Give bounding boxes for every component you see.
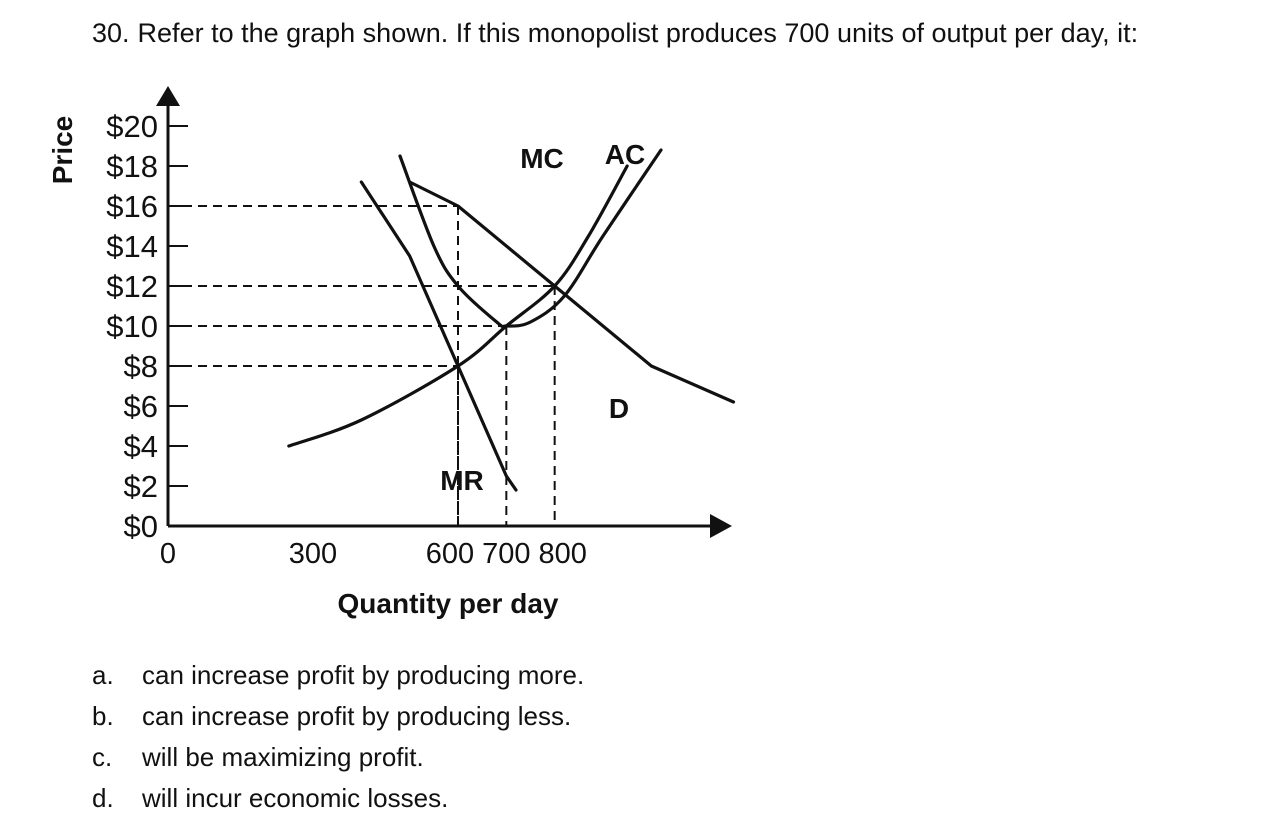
series-label-ac: AC (605, 139, 645, 170)
series-label-mc: MC (520, 143, 564, 174)
y-tick-label: $0 (124, 509, 158, 544)
choice-letter: d. (92, 783, 114, 813)
choice-text: will be maximizing profit. (142, 742, 424, 772)
y-tick-label: $14 (106, 229, 158, 264)
y-tick-label: $4 (124, 429, 158, 464)
question-text: 30. Refer to the graph shown. If this mon… (92, 18, 1138, 49)
y-tick-label: $8 (124, 349, 158, 384)
choice-text: can increase profit by producing less. (142, 701, 572, 731)
series-ac-curve (398, 148, 663, 329)
y-tick-label: $2 (124, 469, 158, 504)
y-tick-label: $20 (106, 109, 158, 144)
y-tick-label: $18 (106, 149, 158, 184)
choice-text: will incur economic losses. (142, 783, 449, 813)
question-body: Refer to the graph shown. If this monopo… (137, 18, 1139, 48)
series-mc-curve (287, 164, 629, 448)
x-tick-label: 300 (289, 538, 337, 570)
x-tick-label: 800 (538, 538, 586, 570)
monopoly-chart: $0 $2 $4 $6 $8 $10 $12 $14 $16 $18 $20 0 300 600 700 80… (47, 86, 736, 619)
series-label-mr: MR (440, 465, 484, 496)
x-tick-label: 0 (160, 538, 176, 570)
y-tick-label: $16 (106, 189, 158, 224)
x-tick-label: 700 (482, 538, 530, 570)
choice-text: can increase profit by producing more. (142, 660, 585, 690)
x-axis-title: Quantity per day (338, 588, 559, 619)
answer-choices: a. can increase profit by producing more.… (92, 655, 584, 819)
question-number: 30. (92, 18, 130, 48)
x-tick-label: 600 (426, 538, 474, 570)
choice-c[interactable]: c. will be maximizing profit. (92, 737, 584, 778)
choice-b[interactable]: b. can increase profit by producing less. (92, 696, 584, 737)
choice-a[interactable]: a. can increase profit by producing more. (92, 655, 584, 696)
y-tick-label: $6 (124, 389, 158, 424)
y-axis-arrow (156, 86, 180, 106)
y-axis-title: Price (47, 116, 78, 185)
series-label-d: D (609, 393, 629, 424)
x-axis-arrow (710, 514, 732, 538)
choice-letter: b. (92, 701, 114, 731)
choice-d[interactable]: d. will incur economic losses. (92, 778, 584, 819)
y-tick-label: $10 (106, 309, 158, 344)
choice-letter: c. (92, 742, 113, 772)
y-tick-label: $12 (106, 269, 158, 304)
choice-letter: a. (92, 660, 114, 690)
